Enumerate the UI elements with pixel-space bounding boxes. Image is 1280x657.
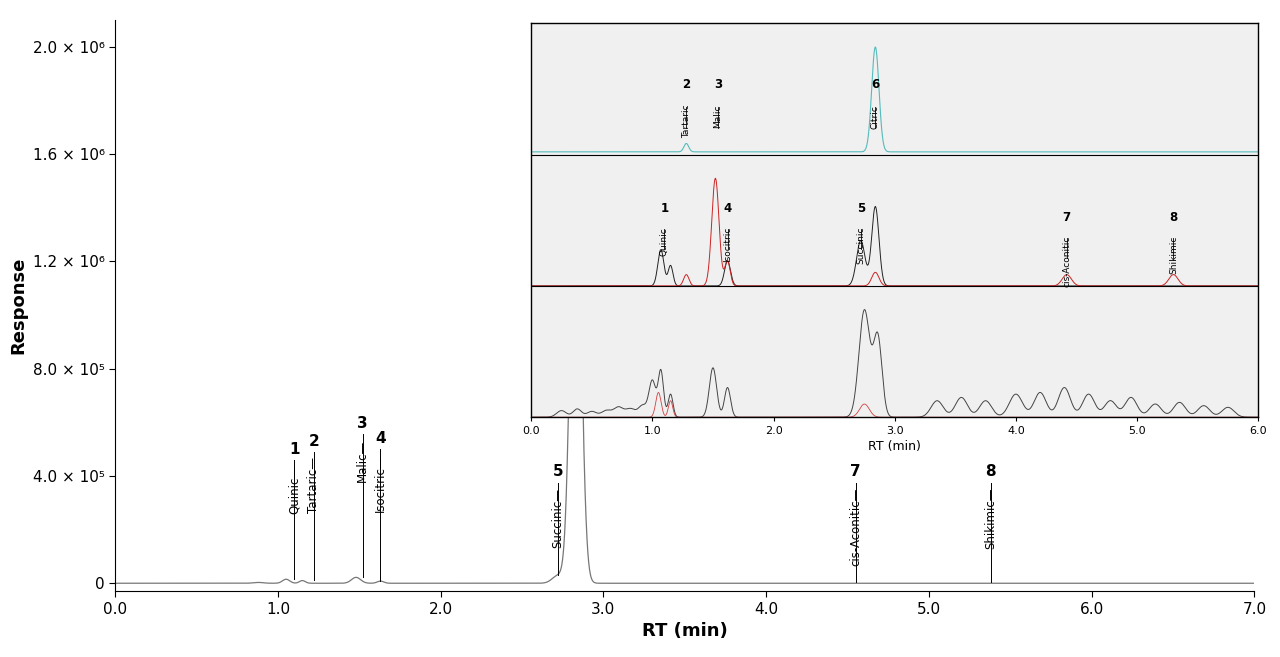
Text: 4: 4 xyxy=(723,202,732,215)
X-axis label: RT (min): RT (min) xyxy=(868,440,922,453)
Text: Succinic: Succinic xyxy=(856,227,865,264)
Text: cis-Aconitic: cis-Aconitic xyxy=(1062,236,1071,287)
Text: Tartaric—: Tartaric— xyxy=(307,457,320,513)
Text: 5: 5 xyxy=(553,464,563,480)
Text: 3: 3 xyxy=(357,416,367,431)
Text: Succinic—: Succinic— xyxy=(552,488,564,548)
Text: Shikimic: Shikimic xyxy=(1169,236,1178,275)
Text: Malic—: Malic— xyxy=(356,440,369,482)
Text: 6: 6 xyxy=(577,50,588,65)
Text: Citric: Citric xyxy=(870,104,879,129)
Text: 1: 1 xyxy=(289,442,300,457)
Text: 4: 4 xyxy=(375,431,385,446)
Text: Malic: Malic xyxy=(713,104,722,128)
Text: 6: 6 xyxy=(872,78,879,91)
Text: 2: 2 xyxy=(308,434,319,449)
Text: 7: 7 xyxy=(850,464,861,480)
Text: 8: 8 xyxy=(1170,211,1178,224)
Text: cis-Aconitic—: cis-Aconitic— xyxy=(849,488,863,566)
Text: Quinic: Quinic xyxy=(660,227,669,256)
Text: Citric—: Citric— xyxy=(576,74,589,116)
Text: 8: 8 xyxy=(986,464,996,480)
Text: Shikimic—: Shikimic— xyxy=(984,488,997,549)
Text: Isocitric: Isocitric xyxy=(723,227,732,262)
X-axis label: RT (min): RT (min) xyxy=(643,622,727,641)
Text: 7: 7 xyxy=(1062,211,1071,224)
Y-axis label: Response: Response xyxy=(9,257,27,354)
Text: 5: 5 xyxy=(856,202,865,215)
Text: Tartaric: Tartaric xyxy=(682,104,691,139)
Text: Quinic—: Quinic— xyxy=(288,465,301,514)
Text: 1: 1 xyxy=(660,202,668,215)
Text: Isocitric—: Isocitric— xyxy=(374,455,387,512)
Text: 2: 2 xyxy=(682,78,690,91)
Text: 3: 3 xyxy=(714,78,722,91)
